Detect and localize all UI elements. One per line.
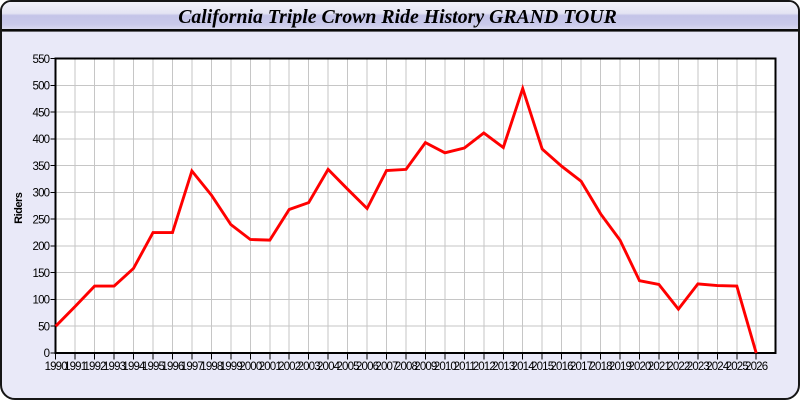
svg-text:2016: 2016	[551, 361, 574, 373]
svg-text:2004: 2004	[317, 361, 341, 373]
svg-text:2021: 2021	[648, 361, 671, 373]
svg-text:300: 300	[33, 188, 50, 200]
svg-text:1993: 1993	[103, 361, 126, 373]
svg-text:1992: 1992	[84, 361, 107, 373]
svg-text:2019: 2019	[609, 361, 632, 373]
svg-text:50: 50	[38, 321, 50, 333]
svg-text:1997: 1997	[181, 361, 204, 373]
svg-text:2018: 2018	[590, 361, 613, 373]
svg-text:2009: 2009	[414, 361, 437, 373]
svg-text:1999: 1999	[220, 361, 243, 373]
svg-text:2013: 2013	[492, 361, 515, 373]
svg-text:2006: 2006	[356, 361, 379, 373]
svg-text:2008: 2008	[395, 361, 418, 373]
svg-text:1995: 1995	[142, 361, 165, 373]
svg-text:450: 450	[33, 107, 50, 119]
svg-text:200: 200	[33, 241, 50, 253]
svg-text:2025: 2025	[726, 361, 749, 373]
svg-text:1991: 1991	[64, 361, 87, 373]
svg-text:500: 500	[33, 81, 50, 93]
svg-text:2010: 2010	[434, 361, 457, 373]
svg-text:1994: 1994	[122, 361, 146, 373]
svg-text:2017: 2017	[570, 361, 593, 373]
svg-text:2003: 2003	[298, 361, 321, 373]
svg-text:150: 150	[33, 268, 50, 280]
svg-text:400: 400	[33, 134, 50, 146]
svg-text:California Triple Crown Ride H: California Triple Crown Ride History GRA…	[178, 6, 617, 28]
svg-text:100: 100	[33, 295, 50, 307]
svg-text:2000: 2000	[239, 361, 262, 373]
svg-text:0: 0	[44, 348, 50, 360]
svg-text:2014: 2014	[512, 361, 536, 373]
svg-text:2007: 2007	[375, 361, 398, 373]
svg-text:2002: 2002	[278, 361, 301, 373]
svg-text:2001: 2001	[259, 361, 282, 373]
svg-text:1990: 1990	[45, 361, 68, 373]
svg-text:550: 550	[33, 54, 50, 66]
svg-text:2005: 2005	[337, 361, 360, 373]
svg-text:2011: 2011	[454, 361, 476, 373]
svg-text:1998: 1998	[200, 361, 223, 373]
svg-text:2020: 2020	[628, 361, 651, 373]
svg-text:2022: 2022	[667, 361, 690, 373]
svg-text:2023: 2023	[687, 361, 710, 373]
svg-text:2024: 2024	[706, 361, 730, 373]
svg-text:2026: 2026	[745, 361, 768, 373]
svg-text:1996: 1996	[161, 361, 184, 373]
svg-text:350: 350	[33, 161, 50, 173]
svg-text:250: 250	[33, 214, 50, 226]
svg-text:2015: 2015	[531, 361, 554, 373]
svg-text:Riders: Riders	[13, 192, 25, 224]
svg-text:2012: 2012	[473, 361, 496, 373]
